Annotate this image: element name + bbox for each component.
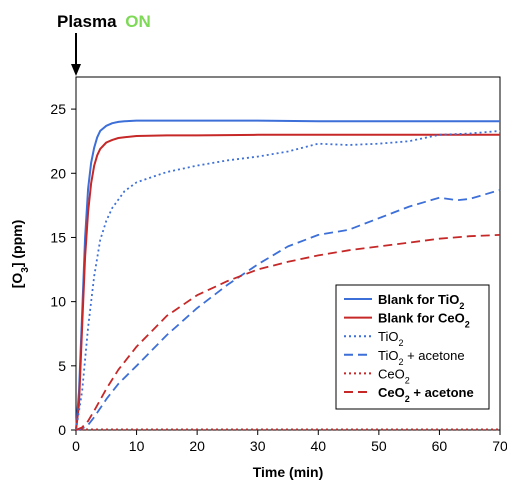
legend-label-4: CeO2 [378, 366, 410, 385]
legend-label-2: TiO2 [378, 329, 403, 348]
plasma-on-label: Plasma ON [57, 12, 151, 31]
legend-label-sub: 2 [405, 375, 410, 385]
legend-label-main: Blank for CeO [378, 311, 465, 326]
plasma-on-annotation: Plasma ON [57, 12, 151, 76]
plasma-label: Plasma [57, 12, 117, 31]
legend-label-main: Blank for TiO [378, 292, 459, 307]
series-line-0 [75, 119, 500, 431]
series-line-5 [75, 234, 501, 431]
y-tick-label: 10 [50, 294, 66, 310]
legend-label-1: Blank for CeO2 [378, 311, 470, 330]
legend-label-3: TiO2 + acetone [378, 348, 465, 367]
legend-label-main: TiO [378, 329, 398, 344]
y-axis-label-sub: 3 [20, 267, 31, 273]
y-tick-label: 25 [50, 101, 66, 117]
y-axis-label: [O3] (ppm) [9, 220, 31, 289]
series-lines [75, 119, 501, 431]
y-axis-label-main: [O [9, 273, 25, 289]
y-tick-label: 0 [58, 422, 66, 438]
x-tick-label: 20 [189, 438, 205, 454]
x-axis-label: Time (min) [253, 464, 324, 480]
plasma-arrow-head [71, 64, 81, 76]
x-tick-label: 70 [492, 438, 507, 454]
legend-label-tail: + acetone [410, 385, 474, 400]
y-tick-label: 20 [50, 165, 66, 181]
x-tick-label: 40 [310, 438, 326, 454]
legend-label-main: CeO [378, 366, 405, 381]
x-tick-label: 30 [250, 438, 266, 454]
legend-label-main: CeO [378, 385, 405, 400]
x-tick-label: 0 [72, 438, 80, 454]
y-axis-label-unit: ] (ppm) [9, 220, 25, 267]
x-tick-label: 10 [129, 438, 145, 454]
legend-label-tail: + acetone [403, 348, 464, 363]
y-tick-label: 15 [50, 229, 66, 245]
x-axis: 0 10 20 30 40 50 60 70 [72, 430, 507, 454]
legend-label-sub: 2 [405, 394, 410, 404]
legend-label-5: CeO2 + acetone [378, 385, 474, 404]
legend-label-main: TiO [378, 348, 398, 363]
legend-label-sub: 2 [459, 301, 464, 311]
series-line-3 [75, 189, 501, 431]
series-line-1 [75, 133, 500, 431]
y-axis: 0 5 10 15 20 25 [50, 101, 76, 438]
x-tick-label: 50 [371, 438, 387, 454]
legend-label-sub: 2 [398, 338, 403, 348]
on-label: ON [125, 12, 151, 31]
y-tick-label: 5 [58, 358, 66, 374]
legend-label-sub: 2 [398, 357, 403, 367]
x-tick-label: 60 [432, 438, 448, 454]
legend-box [335, 284, 490, 410]
legend-label-0: Blank for TiO2 [378, 292, 464, 311]
legend-label-sub: 2 [465, 320, 470, 330]
